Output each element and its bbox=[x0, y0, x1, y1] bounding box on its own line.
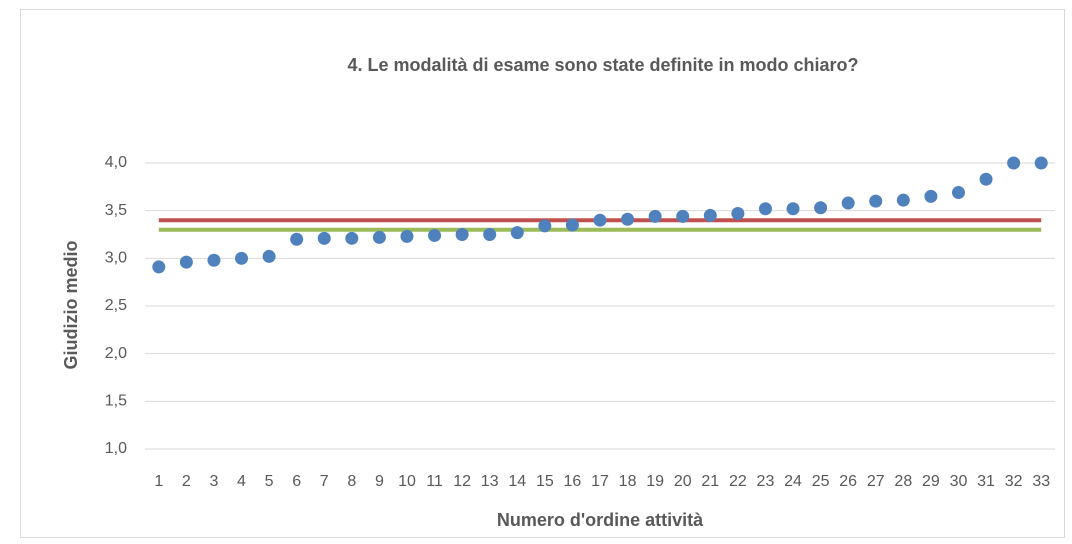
point bbox=[317, 231, 331, 245]
point bbox=[951, 186, 965, 200]
x-tick-label: 19 bbox=[646, 473, 664, 490]
x-tick-label: 26 bbox=[839, 473, 857, 490]
x-tick-label: 4 bbox=[237, 473, 246, 490]
point bbox=[703, 208, 717, 222]
point bbox=[924, 189, 938, 203]
x-tick-label: 18 bbox=[619, 473, 637, 490]
point bbox=[896, 193, 910, 207]
point bbox=[152, 260, 166, 274]
x-tick-label: 28 bbox=[894, 473, 912, 490]
x-tick-label: 22 bbox=[729, 473, 747, 490]
x-tick-label: 12 bbox=[453, 473, 471, 490]
x-tick-label: 20 bbox=[674, 473, 692, 490]
point bbox=[758, 202, 772, 216]
point bbox=[400, 229, 414, 243]
x-tick-label: 25 bbox=[812, 473, 830, 490]
y-tick-label: 3,5 bbox=[105, 202, 127, 219]
chart-title: 4. Le modalità di esame sono state defin… bbox=[347, 55, 858, 75]
x-tick-label: 6 bbox=[292, 473, 301, 490]
x-tick-label: 1 bbox=[154, 473, 163, 490]
point bbox=[621, 212, 635, 226]
x-tick-label: 14 bbox=[508, 473, 526, 490]
x-tick-label: 13 bbox=[481, 473, 499, 490]
y-tick-label: 1,5 bbox=[105, 393, 127, 410]
point bbox=[593, 213, 607, 227]
y-axis-title: Giudizio medio bbox=[61, 240, 81, 369]
point bbox=[1034, 156, 1048, 170]
y-tick-label: 2,5 bbox=[105, 297, 127, 314]
x-tick-label: 17 bbox=[591, 473, 609, 490]
point bbox=[510, 226, 524, 240]
x-tick-label: 11 bbox=[426, 473, 443, 490]
point bbox=[179, 255, 193, 269]
point bbox=[538, 219, 552, 233]
x-tick-label: 10 bbox=[398, 473, 416, 490]
point bbox=[731, 207, 745, 221]
point bbox=[290, 232, 304, 246]
x-tick-label: 24 bbox=[784, 473, 802, 490]
x-tick-label: 30 bbox=[950, 473, 968, 490]
point bbox=[235, 251, 249, 265]
x-tick-label: 33 bbox=[1032, 473, 1050, 490]
point bbox=[262, 249, 276, 263]
point bbox=[786, 202, 800, 216]
point bbox=[483, 228, 497, 241]
x-tick-label: 27 bbox=[867, 473, 885, 490]
x-axis-title: Numero d'ordine attività bbox=[497, 510, 704, 530]
x-tick-label: 7 bbox=[320, 473, 329, 490]
y-tick-label: 2,0 bbox=[105, 345, 127, 362]
point bbox=[869, 194, 883, 208]
point bbox=[648, 209, 662, 223]
point bbox=[1007, 156, 1021, 170]
x-tick-label: 23 bbox=[757, 473, 775, 490]
point bbox=[428, 228, 442, 242]
point bbox=[207, 253, 221, 267]
point bbox=[455, 228, 469, 241]
point bbox=[676, 209, 690, 223]
x-tick-label: 8 bbox=[347, 473, 356, 490]
point bbox=[372, 230, 386, 244]
y-tick-label: 3,0 bbox=[105, 250, 127, 267]
x-tick-label: 3 bbox=[209, 473, 218, 490]
point bbox=[841, 196, 855, 210]
x-tick-label: 29 bbox=[922, 473, 940, 490]
x-tick-label: 5 bbox=[265, 473, 274, 490]
x-tick-label: 31 bbox=[977, 473, 995, 490]
x-tick-label: 15 bbox=[536, 473, 554, 490]
point bbox=[565, 218, 579, 232]
x-tick-label: 32 bbox=[1005, 473, 1023, 490]
y-tick-label: 4,0 bbox=[105, 154, 127, 171]
chart-border bbox=[20, 9, 1065, 538]
x-tick-label: 2 bbox=[182, 473, 191, 490]
point bbox=[814, 201, 828, 215]
y-tick-label: 1,0 bbox=[105, 440, 127, 457]
point bbox=[345, 231, 359, 245]
x-tick-label: 9 bbox=[375, 473, 384, 490]
point bbox=[979, 172, 993, 186]
x-tick-label: 21 bbox=[701, 473, 719, 490]
x-tick-label: 16 bbox=[564, 473, 582, 490]
